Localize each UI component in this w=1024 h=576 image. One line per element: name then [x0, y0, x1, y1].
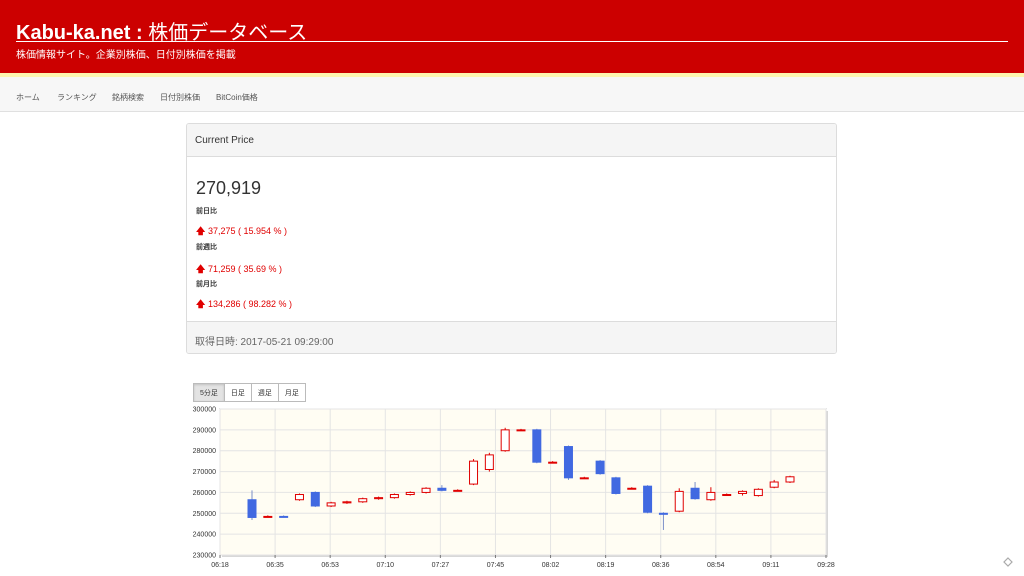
main-nav: ホーム ランキング 銘柄検索 日付別株価 BitCoin価格: [0, 77, 1024, 112]
x-tick-label: 06:18: [211, 562, 229, 569]
candle-body: [374, 497, 384, 500]
x-tick-label: 08:36: [652, 562, 670, 569]
candle-body: [247, 499, 257, 518]
candle-body: [453, 489, 463, 492]
x-tick-label: 06:35: [266, 562, 284, 569]
site-title-latin[interactable]: Kabu-ka.net :: [16, 22, 149, 44]
up-arrow-icon: 🡅: [196, 264, 206, 274]
candle-body: [563, 446, 573, 479]
change-label-day: 前日比: [196, 208, 217, 215]
candle-body: [279, 515, 289, 518]
tab-5min[interactable]: 5分足: [193, 383, 225, 402]
candle-body: [342, 501, 352, 504]
y-tick-label: 270000: [193, 469, 216, 476]
site-header: Kabu-ka.net : 株価データベース 株価情報サイト。企業別株価、日付別…: [0, 0, 1024, 77]
candle-body: [532, 429, 542, 463]
candle-body: [658, 512, 668, 515]
candle-body: [690, 487, 700, 500]
site-title-jp[interactable]: 株価データベース: [148, 22, 308, 44]
candle-body: [738, 490, 748, 494]
site-subtitle: 株価情報サイト。企業別株価、日付別株価を掲載: [16, 50, 236, 61]
up-arrow-icon: 🡅: [196, 226, 206, 236]
nav-item-home[interactable]: ホーム: [16, 93, 40, 102]
x-tick-label: 09:11: [762, 562, 779, 569]
y-tick-label: 260000: [193, 490, 216, 497]
candle-body: [753, 488, 763, 497]
nav-item-stock-search[interactable]: 銘柄検索: [112, 93, 144, 102]
candle-body: [263, 515, 273, 518]
candle-body: [437, 487, 447, 491]
candle-body: [421, 487, 431, 493]
plot-area: [219, 408, 827, 556]
candle-body: [500, 429, 510, 452]
change-text-month: 134,286 ( 98.282 % ): [208, 299, 293, 309]
change-text-week: 71,259 ( 35.69 % ): [208, 264, 283, 274]
change-text-day: 37,275 ( 15.954 % ): [208, 226, 288, 236]
y-tick-label: 280000: [193, 448, 216, 455]
candle-body: [706, 491, 716, 501]
candle-body: [674, 490, 684, 512]
x-tick-label: 09:28: [817, 562, 835, 569]
period-tab-group: 5分足 日足 週足 月足: [193, 383, 306, 402]
candle-body: [405, 491, 415, 496]
x-tick-label: 08:19: [597, 562, 615, 569]
x-tick-label: 07:10: [377, 562, 395, 569]
y-tick-label: 240000: [193, 532, 216, 539]
candle-body: [579, 477, 589, 480]
x-tick-label: 07:45: [487, 562, 505, 569]
change-label-month: 前月比: [196, 281, 217, 288]
y-tick-label: 290000: [193, 427, 216, 434]
current-price-value: 270,919: [196, 178, 262, 198]
candle-body: [358, 498, 368, 503]
candle-body: [769, 481, 779, 488]
nav-item-price-by-date[interactable]: 日付別株価: [160, 93, 200, 102]
candlestick-chart: 230000 240000 250000 260000 270000 280000 2900…: [193, 407, 835, 570]
change-value-week: 🡅 71,259 ( 35.69 % ): [196, 262, 282, 278]
tab-monthly[interactable]: 月足: [277, 383, 306, 402]
panel-heading: Current Price: [187, 124, 836, 157]
x-tick-label: 06:53: [321, 562, 339, 569]
current-price-panel: Current Price 270,919 前日比 🡅 37,275 ( 15.9…: [186, 123, 837, 354]
candle-body: [611, 477, 621, 494]
tab-weekly[interactable]: 週足: [250, 383, 279, 402]
candle-body: [484, 454, 494, 470]
y-tick-label: 300000: [193, 407, 216, 414]
candle-body: [310, 491, 320, 507]
candle-body: [548, 461, 558, 464]
candle-body: [389, 494, 399, 499]
candle-body: [785, 476, 795, 483]
site-title[interactable]: Kabu-ka.net : 株価データベース: [16, 16, 307, 45]
candle-body: [469, 460, 479, 485]
change-value-day: 🡅 37,275 ( 15.954 % ): [196, 224, 287, 240]
candle-body: [643, 485, 653, 513]
y-tick-label: 250000: [193, 511, 216, 518]
scroll-to-top-icon[interactable]: [1003, 557, 1013, 567]
candle-body: [326, 502, 336, 507]
candle-body: [595, 460, 605, 475]
y-tick-label: 230000: [193, 553, 216, 560]
tab-daily[interactable]: 日足: [223, 383, 252, 402]
candle-body: [722, 494, 732, 497]
candle-body: [516, 429, 526, 432]
change-label-week: 前週比: [196, 244, 217, 251]
x-tick-label: 07:27: [432, 562, 450, 569]
nav-item-ranking[interactable]: ランキング: [57, 93, 97, 102]
title-divider: [16, 41, 1008, 42]
candle-body: [294, 494, 304, 501]
timestamp-footer: 取得日時: 2017-05-21 09:29:00: [187, 321, 836, 353]
x-tick-label: 08:54: [707, 562, 725, 569]
candle-body: [627, 487, 637, 490]
x-tick-label: 08:02: [542, 562, 560, 569]
nav-item-bitcoin[interactable]: BitCoin価格: [216, 93, 258, 102]
up-arrow-icon: 🡅: [196, 299, 206, 309]
change-value-month: 🡅 134,286 ( 98.282 % ): [196, 297, 292, 313]
